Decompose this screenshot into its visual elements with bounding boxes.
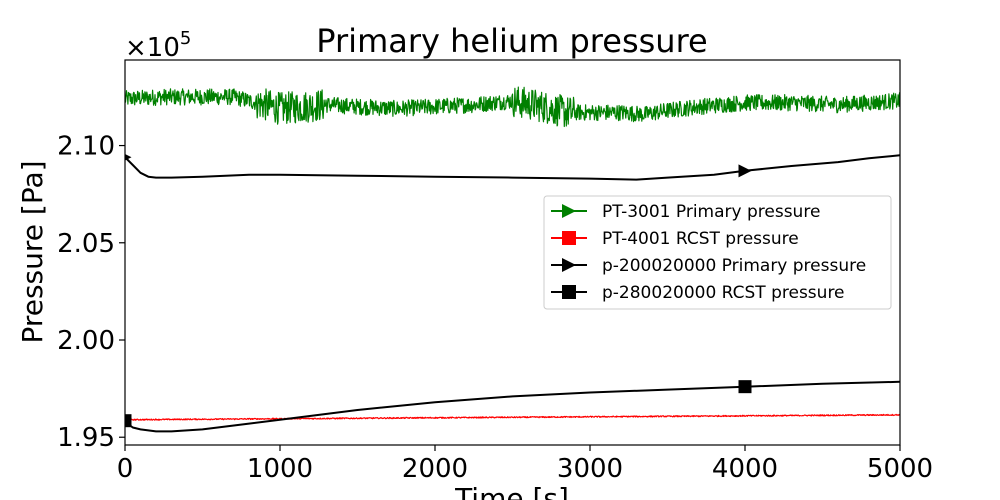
- data-point: [125, 414, 132, 428]
- x-tick-label: 4000: [712, 454, 778, 484]
- y-axis-offset-exponent: 5: [180, 28, 191, 49]
- y-axis-offset-base: ×10: [125, 33, 180, 63]
- legend-box: [543, 195, 892, 310]
- y-axis-offset-label: ×105: [125, 28, 191, 63]
- data-point: [738, 380, 752, 394]
- x-tick-label: 5000: [867, 454, 933, 484]
- legend-swatch-marker: [562, 285, 576, 299]
- y-tick-label: 1.95: [57, 423, 115, 453]
- legend-entry: p-280020000 RCST pressure: [551, 283, 845, 303]
- x-tick-label: 3000: [557, 454, 623, 484]
- legend-label: p-280020000 RCST pressure: [602, 283, 845, 303]
- y-tick-label: 2.10: [57, 132, 115, 162]
- x-axis-label: Time [s]: [454, 482, 569, 500]
- x-tick-label: 0: [117, 454, 134, 484]
- legend-entry: PT-3001 Primary pressure: [551, 202, 820, 222]
- data-point: [125, 153, 132, 161]
- data-point: [738, 164, 752, 178]
- legend-label: PT-3001 Primary pressure: [602, 202, 820, 222]
- legend-swatch-marker: [562, 231, 576, 245]
- x-tick-label: 2000: [402, 454, 468, 484]
- plot-area: [125, 86, 900, 433]
- series-line: [125, 413, 900, 421]
- legend-swatch-marker: [562, 204, 576, 218]
- series-line: [125, 154, 900, 181]
- series-3: [125, 380, 900, 433]
- series-2: [125, 153, 900, 181]
- y-axis-label: Pressure [Pa]: [16, 160, 49, 343]
- series-1: [125, 413, 900, 421]
- legend-entry: PT-4001 RCST pressure: [551, 229, 799, 249]
- legend-label: p-200020000 Primary pressure: [602, 256, 866, 276]
- legend: PT-3001 Primary pressure PT-4001 RCST pre…: [543, 195, 892, 310]
- y-tick-label: 2.00: [57, 326, 115, 356]
- y-tick-label: 2.05: [57, 229, 115, 259]
- series-0: [125, 86, 900, 128]
- series-line: [125, 380, 900, 433]
- y-axis: 1.95 2.00 2.05 2.10: [57, 132, 125, 453]
- axes-frame: [124, 59, 901, 446]
- chart-title: Primary helium pressure: [316, 22, 707, 60]
- series-line: [125, 86, 900, 128]
- x-axis: 0 1000 2000 3000 4000 5000: [117, 445, 933, 484]
- legend-label: PT-4001 RCST pressure: [602, 229, 799, 249]
- x-tick-label: 1000: [247, 454, 313, 484]
- legend-entry: p-200020000 Primary pressure: [551, 256, 866, 276]
- legend-swatch-marker: [562, 258, 576, 272]
